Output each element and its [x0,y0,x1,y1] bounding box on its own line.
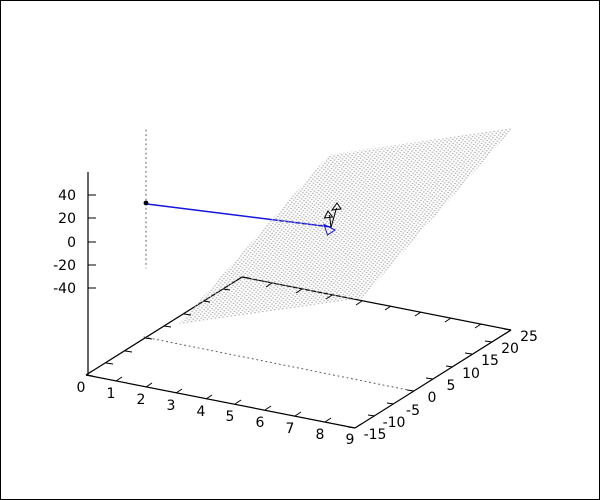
tick-mark [124,350,133,353]
tick-label: -5 [406,403,420,419]
tick-mark [445,365,454,368]
tick-label: 10 [462,366,480,382]
base-guide-dotted-line [143,336,414,392]
tick-mark [85,370,93,376]
tick-label: -10 [383,415,406,431]
tick-mark [202,300,211,303]
tick-label: 6 [256,415,265,431]
data-point-marker [143,200,149,206]
tick-mark [175,388,183,394]
plane-arrow-small-head-icon [323,210,334,219]
tick-label: 3 [167,398,176,414]
tick-label: 0 [67,235,76,251]
tick-mark [145,382,153,388]
tick-mark [183,313,192,316]
tick-label: -40 [53,281,76,297]
tick-mark [386,402,395,405]
z-axis-ticks: 40 20 0 -20 -40 [53,188,96,297]
tick-mark [355,300,363,306]
tick-mark [235,276,243,282]
tick-mark [294,411,302,417]
plane-arrow-up [330,202,342,228]
tick-mark [105,362,114,365]
tick-mark [414,311,422,317]
tick-label: 5 [226,409,235,425]
tick-mark [265,282,273,288]
plane-arrow-up-head-icon [330,202,342,211]
tick-mark [163,325,172,328]
tick-label: 0 [428,390,437,406]
surface-plane [178,128,513,325]
tick-label: 7 [286,421,295,437]
tick-mark [85,374,94,377]
tick-mark [503,328,512,331]
plane-arrow-small [323,210,334,228]
tick-mark [222,288,231,291]
tick-mark [474,323,482,329]
tick-label: 20 [58,211,76,227]
tick-label: 9 [346,432,355,448]
tick-mark [384,305,392,311]
tick-label: 5 [447,378,456,394]
vector-arrowhead-icon [323,223,336,236]
tick-mark [205,394,213,400]
x-axis-line [85,374,356,429]
tick-mark [367,414,376,417]
tick-mark [115,376,123,382]
tick-mark [241,276,250,279]
tick-label: 25 [520,329,538,345]
tick-mark [324,417,332,423]
tick-mark [295,288,303,294]
tick-label: 2 [137,392,146,408]
tick-label: 15 [481,353,499,369]
tick-label: 8 [316,427,325,443]
tick-label: 0 [77,380,86,396]
tick-mark [406,389,415,392]
tick-mark [354,423,362,429]
tick-mark [144,337,153,340]
tick-label: 40 [58,188,76,204]
tick-mark [325,294,333,300]
tick-label: 4 [197,404,206,420]
tick-label: -15 [364,427,387,443]
plane-arrow-up-shaft [330,207,337,228]
tick-label: 20 [501,341,519,357]
tick-mark [464,352,473,355]
tick-mark [347,426,356,429]
tick-mark [504,329,512,335]
tick-mark [264,405,272,411]
x-axis-ticks: 0 1 2 3 4 5 6 7 8 9 [77,276,512,448]
tick-label: -20 [53,258,76,274]
tick-label: 1 [107,386,116,402]
tick-mark [444,317,452,323]
tick-mark [484,340,493,343]
tick-mark [425,377,434,380]
tick-mark [234,399,242,405]
